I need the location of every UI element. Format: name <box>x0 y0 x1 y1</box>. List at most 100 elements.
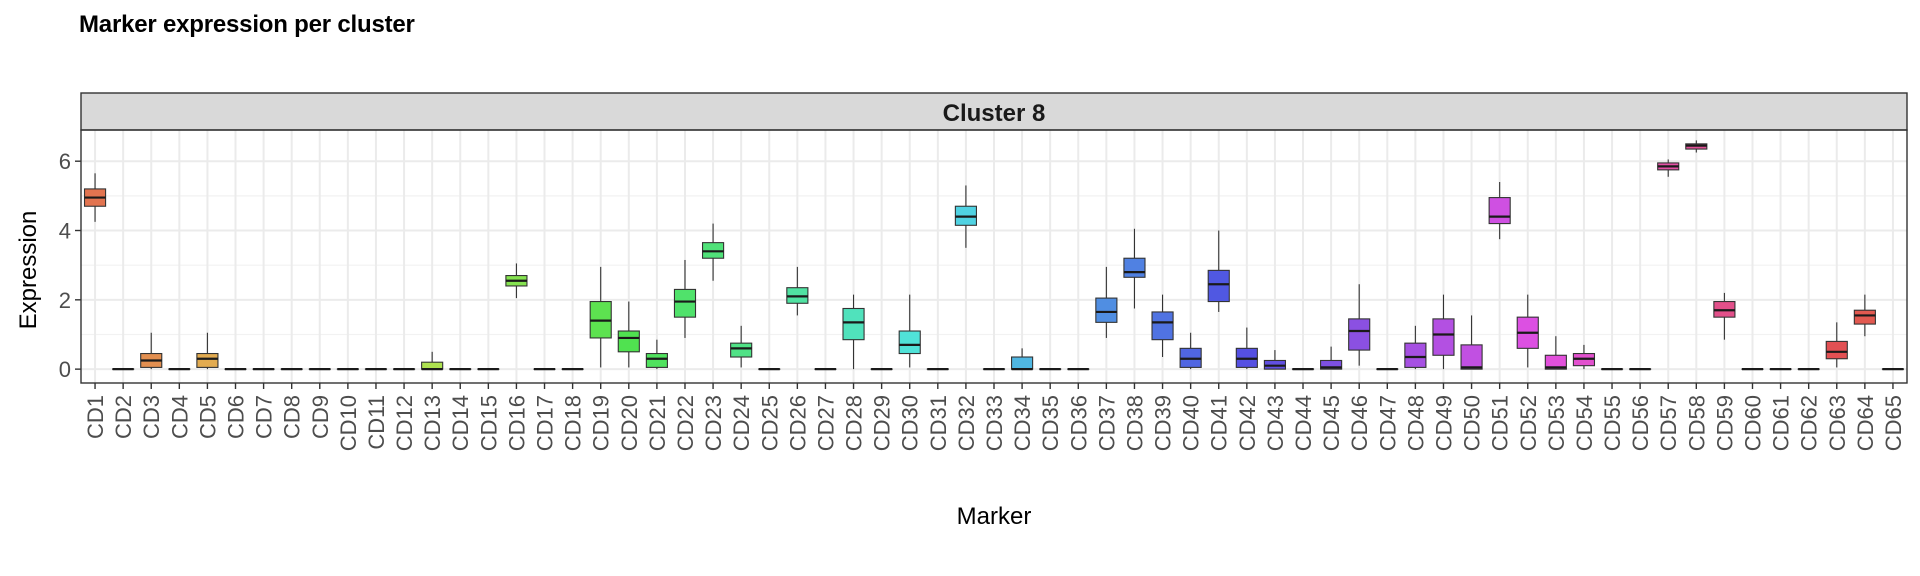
x-tick-label: CD17 <box>533 395 558 451</box>
y-tick-label: 0 <box>59 357 71 382</box>
box-CD19 <box>589 266 612 368</box>
x-tick-label: CD13 <box>420 395 445 451</box>
box-CD34 <box>1011 348 1034 371</box>
box-CD13 <box>421 351 444 371</box>
box-CD30 <box>898 294 921 368</box>
x-tick-label: CD58 <box>1684 395 1709 451</box>
x-tick-label: CD59 <box>1712 395 1737 451</box>
box-body <box>1404 342 1427 368</box>
box-CD32 <box>954 185 977 248</box>
chart-title: Marker expression per cluster <box>79 11 415 38</box>
box-CD51 <box>1488 181 1511 240</box>
x-tick-label: CD25 <box>757 395 782 451</box>
box-CD1 <box>83 173 107 222</box>
x-tick-label: CD64 <box>1853 395 1878 451</box>
x-tick-label: CD48 <box>1403 395 1428 451</box>
x-tick-label: CD24 <box>729 395 754 451</box>
box-body <box>1207 269 1230 303</box>
box-CD20 <box>617 301 640 368</box>
x-tick-label: CD65 <box>1881 395 1906 451</box>
box-body <box>1095 297 1118 323</box>
box-CD53 <box>1544 336 1567 370</box>
box-body <box>898 330 921 355</box>
box-body <box>673 288 697 318</box>
box-CD45 <box>1320 346 1343 370</box>
facet-label: Cluster 8 <box>943 100 1046 127</box>
box-CD39 <box>1151 294 1174 358</box>
box-body <box>1320 359 1343 370</box>
box-CD42 <box>1235 327 1258 370</box>
x-tick-label: CD56 <box>1628 395 1653 451</box>
x-tick-label: CD47 <box>1375 395 1400 451</box>
x-tick-label: CD45 <box>1319 395 1344 451</box>
x-tick-label: CD23 <box>701 395 726 451</box>
box-body <box>842 307 865 341</box>
box-CD63 <box>1825 322 1848 368</box>
x-tick-label: CD38 <box>1122 395 1147 451</box>
y-axis: 0 2 4 6 <box>59 149 81 382</box>
x-tick-label: CD34 <box>1010 395 1035 451</box>
box-CD58 <box>1685 140 1708 153</box>
box-CD64 <box>1853 294 1876 337</box>
box-CD59 <box>1713 292 1736 340</box>
x-tick-label: CD39 <box>1151 395 1176 451</box>
x-tick-label: CD8 <box>280 395 305 439</box>
box-CD40 <box>1179 332 1202 370</box>
x-tick-label: CD50 <box>1460 395 1485 451</box>
box-body <box>730 342 753 358</box>
box-CD16 <box>505 263 528 299</box>
x-tick-label: CD5 <box>195 395 220 439</box>
x-tick-label: CD28 <box>842 395 867 451</box>
x-tick-label: CD4 <box>167 395 192 439</box>
box-body <box>1151 311 1174 341</box>
x-tick-label: CD26 <box>785 395 810 451</box>
box-CD52 <box>1516 294 1539 368</box>
box-CD22 <box>673 259 697 338</box>
box-CD50 <box>1460 315 1483 370</box>
x-tick-label: CD35 <box>1038 395 1063 451</box>
x-tick-label: CD12 <box>392 395 417 451</box>
y-axis-label: Expression <box>15 211 42 330</box>
x-tick-label: CD16 <box>504 395 529 451</box>
x-tick-label: CD19 <box>589 395 614 451</box>
x-tick-label: CD33 <box>982 395 1007 451</box>
x-tick-label: CD55 <box>1600 395 1625 451</box>
box-CD38 <box>1123 228 1146 309</box>
box-CD57 <box>1657 159 1680 177</box>
x-tick-label: CD63 <box>1825 395 1850 451</box>
box-CD46 <box>1348 284 1371 366</box>
x-tick-label: CD37 <box>1094 395 1119 451</box>
y-tick-label: 6 <box>59 149 71 174</box>
x-tick-label: CD43 <box>1263 395 1288 451</box>
x-tick-label: CD2 <box>111 395 136 439</box>
grid-lines <box>81 130 1907 383</box>
x-tick-label: CD18 <box>561 395 586 451</box>
x-axis: CD1 CD2 CD3 CD4 CD5 CD6 CD7 CD8 CD9 CD10 CD11 CD12 C… <box>83 383 1906 451</box>
x-tick-label: CD15 <box>476 395 501 451</box>
facet-strip <box>80 92 1908 131</box>
box-CD41 <box>1207 230 1230 312</box>
x-tick-label: CD29 <box>870 395 895 451</box>
box-body <box>1853 309 1876 325</box>
box-CD5 <box>196 332 219 370</box>
box-body <box>1488 197 1511 225</box>
x-tick-label: CD27 <box>813 395 838 451</box>
box-CD54 <box>1572 344 1596 370</box>
x-tick-label: CD21 <box>645 395 670 451</box>
x-tick-label: CD41 <box>1207 395 1232 451</box>
x-tick-label: CD14 <box>448 395 473 451</box>
x-tick-label: CD54 <box>1572 395 1597 451</box>
box-CD21 <box>645 339 668 370</box>
x-tick-label: CD52 <box>1516 395 1541 451</box>
x-tick-label: CD6 <box>224 395 249 439</box>
box-CD43 <box>1263 350 1287 370</box>
x-tick-label: CD20 <box>617 395 642 451</box>
box-CD28 <box>842 294 865 370</box>
box-body <box>1348 318 1371 351</box>
x-tick-label: CD46 <box>1347 395 1372 451</box>
x-tick-label: CD9 <box>308 395 333 439</box>
x-tick-label: CD3 <box>139 395 164 439</box>
x-tick-label: CD40 <box>1179 395 1204 451</box>
x-tick-label: CD22 <box>673 395 698 451</box>
